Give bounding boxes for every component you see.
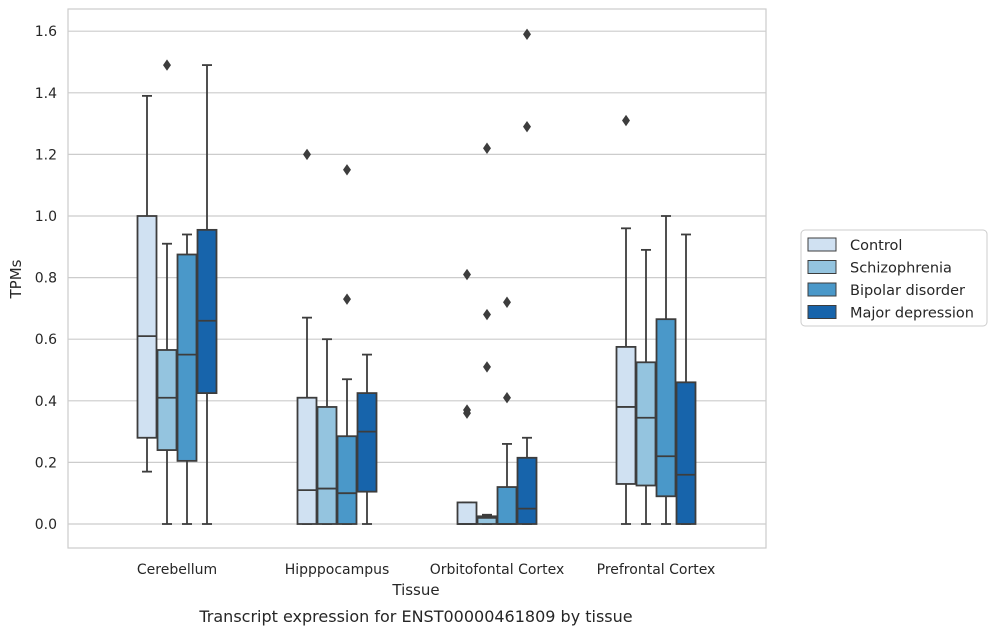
x-axis-label: Tissue [391, 581, 439, 599]
box-major-depression [675, 233, 697, 525]
outlier-point [303, 148, 311, 161]
box-bipolar-disorder [176, 233, 198, 525]
box-body [615, 345, 637, 485]
box-schizophrenia [635, 248, 657, 525]
legend-item: Major depression [807, 305, 974, 322]
box-schizophrenia [476, 142, 498, 525]
y-axis-ticks: 0.0 0.2 0.4 0.6 0.8 1.0 1.2 1.4 1.6 [35, 24, 57, 533]
legend-swatch [807, 260, 837, 274]
outlier-point [483, 361, 491, 373]
box-body [356, 392, 378, 493]
x-tick-label: Orbitofontal Cortex [430, 562, 565, 578]
outlier-point [503, 392, 511, 404]
outlier-point [483, 308, 491, 321]
box-body [635, 361, 657, 487]
box-bipolar-disorder [496, 296, 518, 525]
legend: Control Schizophrenia Bipolar disorder Majo… [800, 229, 988, 327]
outlier-point [622, 114, 630, 127]
box-control [456, 268, 478, 525]
y-tick-label: 0.6 [35, 332, 57, 348]
x-tick-label: Hipppocampus [285, 562, 390, 578]
outlier-point [523, 120, 531, 133]
outlier-point [343, 293, 351, 305]
legend-label: Control [850, 238, 902, 254]
box-control [615, 114, 637, 525]
legend-label: Schizophrenia [850, 261, 952, 277]
chart-caption: Transcript expression for ENST0000046180… [198, 607, 632, 626]
legend-label: Bipolar disorder [850, 283, 965, 299]
box-body [675, 381, 697, 525]
box-body [456, 501, 478, 525]
outlier-point [463, 404, 471, 416]
y-tick-label: 1.6 [35, 24, 57, 40]
outlier-point [163, 59, 171, 71]
outlier-point [523, 28, 531, 40]
x-tick-label: Cerebellum [137, 562, 217, 578]
y-tick-label: 1.2 [35, 147, 57, 163]
x-axis-ticks: Cerebellum Hipppocampus Orbitofontal Corte… [137, 562, 715, 578]
legend-item: Bipolar disorder [807, 282, 965, 299]
box-schizophrenia [156, 59, 178, 525]
box-bipolar-disorder [655, 215, 677, 525]
y-tick-label: 0.8 [35, 271, 57, 287]
box-body [476, 515, 498, 525]
box-body [176, 253, 198, 462]
box-body [516, 456, 538, 525]
legend-label: Major depression [850, 306, 974, 322]
legend-swatch [807, 237, 837, 252]
box-control [296, 148, 318, 525]
x-tick-label: Prefrontal Cortex [597, 562, 716, 578]
legend-item: Control [807, 237, 902, 254]
box-control [136, 94, 158, 473]
y-tick-label: 0.4 [35, 394, 57, 410]
box-body [136, 215, 158, 439]
box-body [496, 486, 518, 525]
box-body [655, 318, 677, 498]
outlier-point [343, 164, 351, 176]
legend-swatch [807, 282, 837, 297]
legend-item: Schizophrenia [807, 260, 952, 277]
y-tick-label: 0.2 [35, 455, 57, 471]
box-bipolar-disorder [336, 164, 358, 525]
box-body [196, 228, 218, 395]
box-body [336, 435, 358, 525]
box-major-depression [196, 64, 218, 525]
box-major-depression [516, 28, 538, 525]
legend-swatch [807, 305, 837, 319]
y-tick-label: 1.0 [35, 209, 57, 225]
y-axis-label: TPMs [7, 259, 25, 299]
y-tick-label: 0.0 [35, 517, 57, 533]
box-body [316, 406, 338, 525]
box-body [156, 349, 178, 451]
box-series [136, 28, 697, 525]
plot-frame [67, 8, 767, 549]
outlier-point [463, 268, 471, 281]
box-major-depression [356, 353, 378, 525]
box-schizophrenia [316, 338, 338, 525]
outlier-point [503, 296, 511, 308]
y-tick-label: 1.4 [35, 86, 57, 102]
legend-frame [800, 229, 988, 327]
box-body [296, 396, 318, 525]
outlier-point [483, 142, 491, 154]
